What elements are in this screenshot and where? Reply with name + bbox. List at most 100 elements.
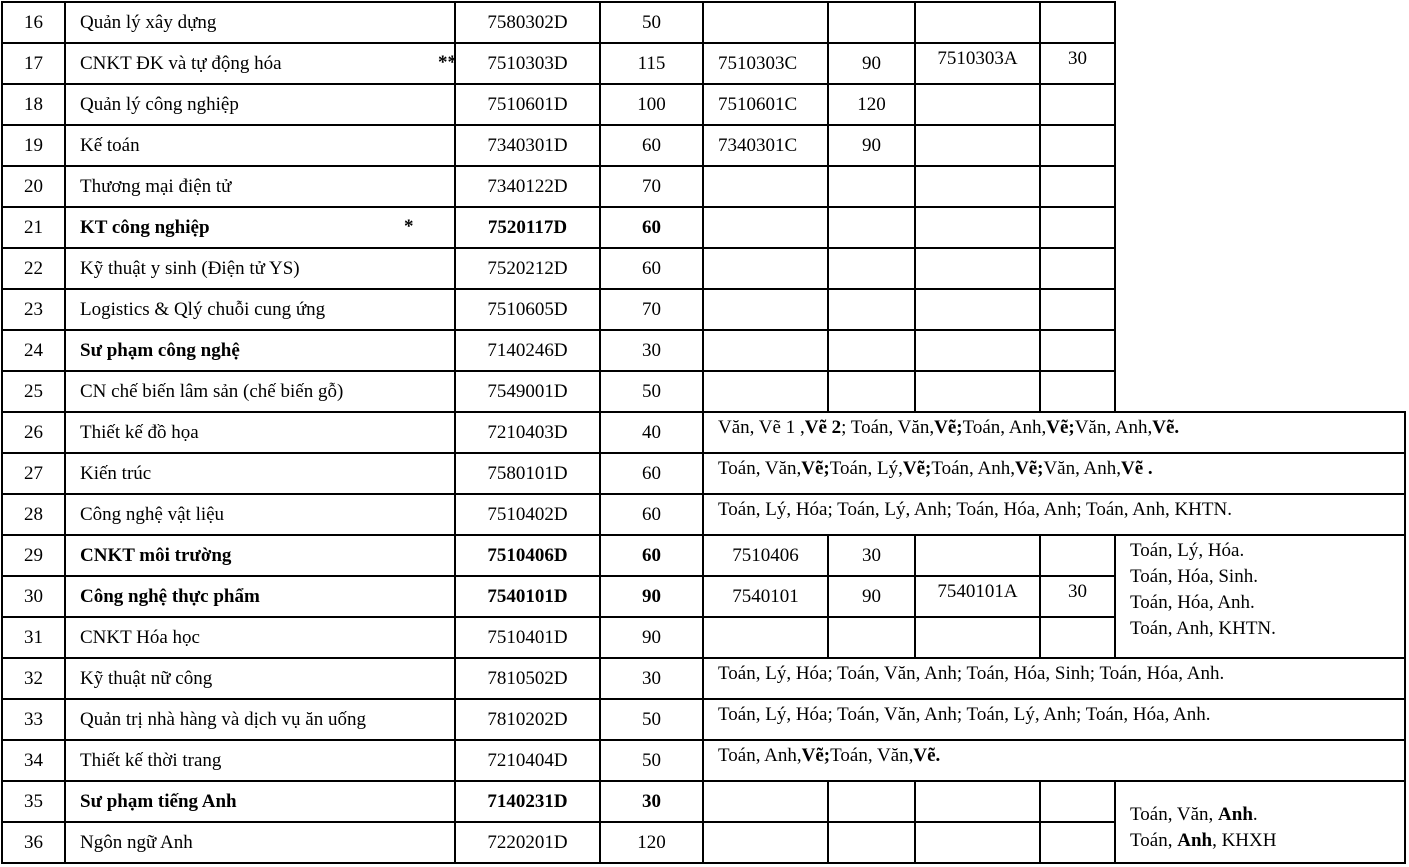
major-code-cell: 7140231D [454, 780, 601, 823]
major-name: CNKT ĐK và tự động hóa [80, 52, 282, 74]
subject-combination-cell: Toán, Lý, Hóa; Toán, Lý, Anh; Toán, Hóa,… [702, 493, 1406, 536]
stt-cell: 24 [1, 329, 66, 372]
text-segment: Vẽ; [1014, 458, 1044, 479]
quota: 50 [642, 380, 661, 402]
major-code-cell: 7340122D [454, 165, 601, 208]
stt-cell: 29 [1, 534, 66, 577]
quota: 60 [642, 134, 661, 156]
stt-cell: 30 [1, 575, 66, 618]
major-code: 7510401D [487, 626, 568, 648]
quota-cell: 60 [599, 493, 704, 536]
text-segment: Anh [1218, 804, 1253, 825]
stt: 16 [24, 11, 43, 33]
major-name: KT công nghiệp [80, 216, 210, 238]
alt-code-cell: 7540101A [914, 575, 1041, 618]
major-code: 7520117D [487, 216, 568, 238]
major-code-cell: 7580101D [454, 452, 601, 495]
stt: 20 [24, 175, 43, 197]
quota: 70 [642, 175, 661, 197]
major-name-cell: Quản lý xây dựng** [64, 1, 456, 44]
college-code-cell: 7510303C [702, 42, 829, 85]
major-name: Logistics & Qlý chuỗi cung ứng [80, 298, 326, 320]
college-code-cell [702, 206, 829, 249]
major-code: 7520212D [487, 257, 568, 279]
quota-cell: 70 [599, 165, 704, 208]
quota-cell: 50 [599, 370, 704, 413]
alt-quota-cell: 30 [1039, 42, 1116, 85]
college-code-cell: 7510406 [702, 534, 829, 577]
college-quota-cell: 90 [827, 575, 916, 618]
extra-value: 7510303A [937, 48, 1018, 69]
college-quota-cell [827, 616, 916, 659]
major-name: CNKT môi trường [80, 544, 232, 566]
stt-cell: 35 [1, 780, 66, 823]
text-segment: Vẽ; [801, 745, 831, 766]
extra-value: 7340301C [718, 134, 798, 156]
college-code-cell: 7340301C [702, 124, 829, 167]
college-quota-cell [827, 288, 916, 331]
text-segment: Văn, Vẽ 1 , [718, 417, 805, 438]
text-segment: Toán, Lý, Hóa; Toán, Văn, Anh; Toán, Lý,… [718, 704, 1211, 725]
college-quota-cell: 90 [827, 42, 916, 85]
text-segment: Vẽ 2 [804, 417, 842, 438]
major-name: Thương mại điện tử [80, 175, 232, 197]
subject-combination-cell: Toán, Văn, Vẽ; Toán, Lý, Vẽ; Toán, Anh, … [702, 452, 1406, 495]
text-segment: Vẽ. [1152, 417, 1180, 438]
major-name-cell: CNKT Hóa học [64, 616, 456, 659]
alt-quota-cell [1039, 616, 1116, 659]
subject-combination-cell: Toán, Lý, Hóa; Toán, Văn, Anh; Toán, Lý,… [702, 698, 1406, 741]
text-segment: Văn, Anh, [1043, 458, 1122, 479]
major-code-cell: 7549001D [454, 370, 601, 413]
major-code: 7340301D [487, 134, 568, 156]
quota: 70 [642, 298, 661, 320]
major-name: Kỹ thuật y sinh (Điện tử YS) [80, 257, 300, 279]
major-code-cell: 7580302D [454, 1, 601, 44]
college-code-cell [702, 780, 829, 823]
text-segment: Toán, Lý, Hóa. [1130, 540, 1245, 561]
major-code: 7540101D [487, 585, 568, 607]
major-name: Quản lý xây dựng [80, 11, 217, 33]
stt: 18 [24, 93, 43, 115]
alt-quota-cell [1039, 124, 1116, 167]
major-name: Quản lý công nghiệp [80, 93, 239, 115]
text-segment: Vẽ; [902, 458, 932, 479]
major-code-cell: 7520212D [454, 247, 601, 290]
major-name-cell: Thương mại điện tử [64, 165, 456, 208]
major-code-cell: 7510605D [454, 288, 601, 331]
stt-cell: 19 [1, 124, 66, 167]
major-code-cell: 7140246D [454, 329, 601, 372]
alt-code-cell [914, 247, 1041, 290]
stt: 28 [24, 503, 43, 525]
alt-code-cell: 7510303A [914, 42, 1041, 85]
extra-value: 7510406 [732, 544, 799, 566]
major-name: Công nghệ vật liệu [80, 503, 225, 525]
quota-cell: 120 [599, 821, 704, 864]
stt: 26 [24, 421, 43, 443]
major-name: CNKT Hóa học [80, 626, 200, 648]
text-segment: Vẽ; [801, 458, 830, 479]
major-name: Thiết kế thời trang [80, 749, 222, 771]
text-segment: . [1252, 804, 1258, 825]
alt-quota-cell [1039, 1, 1116, 44]
stt-cell: 16 [1, 1, 66, 44]
stt: 19 [24, 134, 43, 156]
major-code: 7810202D [487, 708, 568, 730]
stt-cell: 28 [1, 493, 66, 536]
extra-value: 90 [862, 134, 881, 156]
college-code-cell [702, 370, 829, 413]
extra-value: 120 [857, 93, 886, 115]
major-code-cell: 7810502D [454, 657, 601, 700]
quota: 100 [637, 93, 666, 115]
quota-cell: 70 [599, 288, 704, 331]
major-code: 7510402D [487, 503, 568, 525]
major-code-cell: 7340301D [454, 124, 601, 167]
stt-cell: 31 [1, 616, 66, 659]
star-marker: * [404, 216, 414, 237]
stt: 30 [24, 585, 43, 607]
college-quota-cell [827, 165, 916, 208]
major-name-cell: Ngôn ngữ Anh [64, 821, 456, 864]
major-code-cell: 7540101D [454, 575, 601, 618]
quota-cell: 60 [599, 247, 704, 290]
quota: 115 [637, 52, 666, 74]
major-code-cell: 7510601D [454, 83, 601, 126]
